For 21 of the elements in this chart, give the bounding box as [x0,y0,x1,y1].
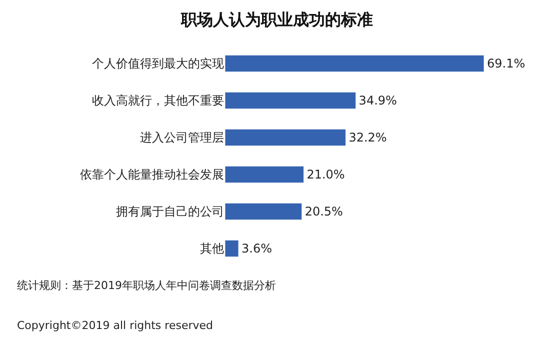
bar [225,166,304,184]
data-label: 21.0% [306,168,345,182]
text: 统计规则：基于2019年职场人年中问卷调查数据分析 [17,279,276,292]
data-label: 20.5% [304,204,343,218]
data-label: 32.2% [348,130,387,145]
data-label: 69.1% [487,56,526,70]
data-label: 3.6% [241,242,272,256]
y-tick-label: 依靠个人能量推动社会发展 [80,168,224,182]
y-tick-label: 拥有属于自己的公司 [116,204,224,219]
bar [225,202,302,220]
bar [225,92,356,110]
chart-title: 职场人认为职业成功的标准 [180,10,373,29]
data-label: 34.9% [358,94,397,108]
y-tick-label: 进入公司管理层 [140,130,224,145]
bar [225,128,346,146]
y-tick-label: 收入高就行，其他不重要 [92,94,224,108]
bar [225,54,484,72]
bar [225,240,239,258]
text: Copyright©2019 all rights reserved [17,319,213,332]
y-tick-label: 其他 [200,242,224,256]
y-tick-label: 个人价值得到最大的实现 [92,56,224,71]
